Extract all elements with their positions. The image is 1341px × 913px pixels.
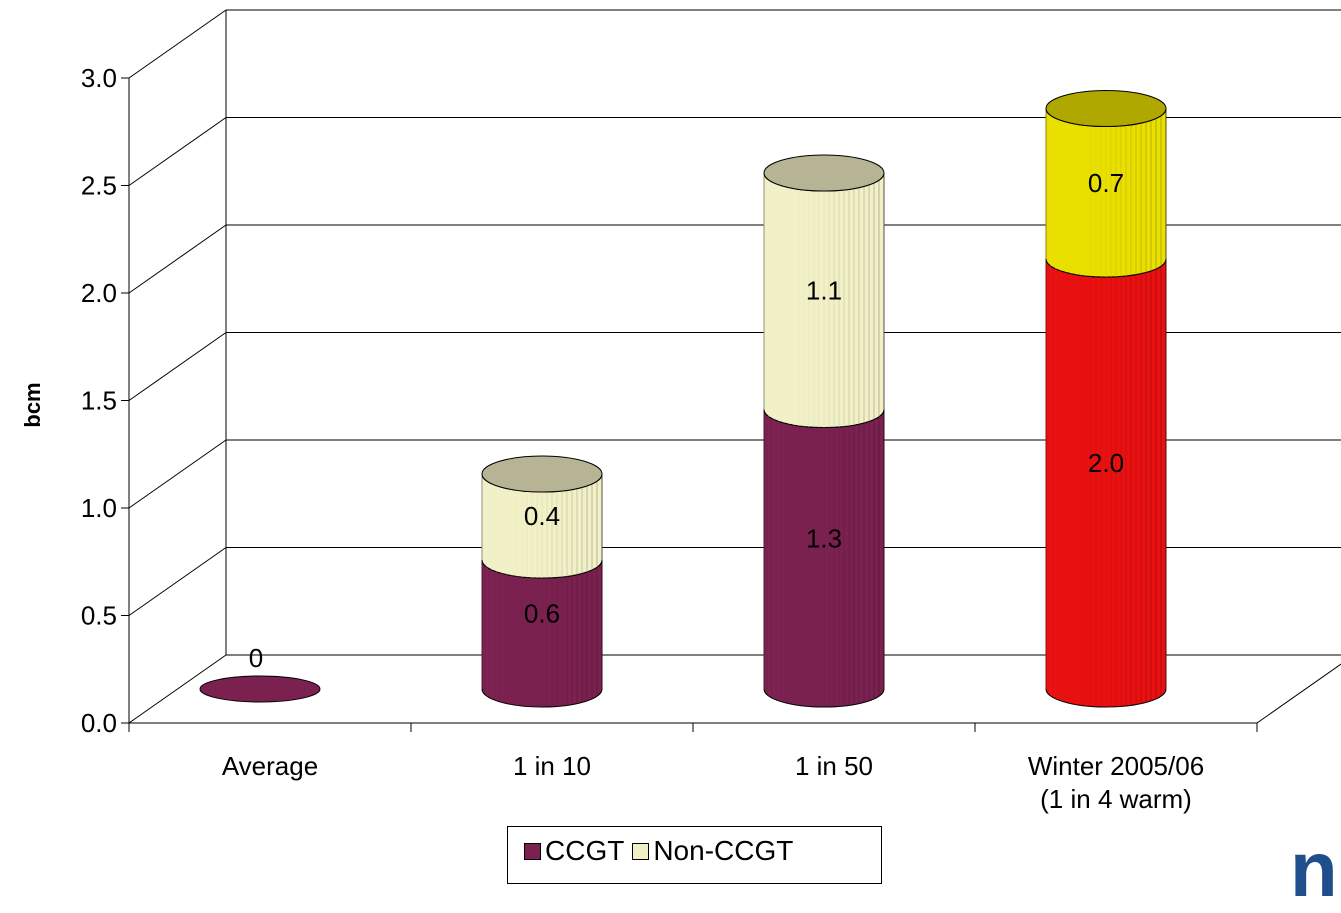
legend-swatch-ccgt [524, 842, 541, 860]
data-label-non-ccgt: 1.1 [806, 275, 842, 305]
gridline-diagonal [128, 224, 227, 294]
legend-label-non-ccgt: Non-CCGT [653, 835, 794, 866]
axes: 0.0 0.5 1.0 1.5 2.0 2.5 3.0 Average 1 in 10 1 in … [81, 63, 1258, 814]
gridline-diagonal [128, 117, 227, 186]
brand-logo: na [1290, 825, 1341, 913]
bar-non-ccgt [763, 172, 885, 428]
legend-item-ccgt: CCGT [524, 835, 624, 867]
x-tick-label: 1 in 10 [513, 751, 591, 781]
x-tick-label: 1 in 50 [795, 751, 873, 781]
data-label-ccgt: 1.3 [806, 523, 842, 553]
gridline-diagonal [128, 654, 227, 724]
y-axis-title: bcm [20, 382, 45, 427]
floor-right-edge [1256, 663, 1341, 724]
gridline-diagonal [128, 332, 227, 401]
gridline-diagonal [128, 9, 227, 79]
bar-ccgt [1045, 258, 1167, 708]
x-tick-label: Average [222, 751, 318, 781]
legend-label-ccgt: CCGT [545, 835, 625, 866]
y-tick-label: 2.5 [81, 171, 117, 201]
bar-non-ccgt-top [1045, 90, 1167, 127]
data-label-ccgt: 2.0 [1088, 448, 1124, 478]
bar-ccgt [481, 559, 603, 708]
y-tick-label: 0.0 [81, 708, 117, 738]
bar-non-ccgt-top [763, 154, 885, 192]
bar-ccgt [763, 409, 885, 708]
x-tick-label: Winter 2005/06 (1 in 4 warm) [1028, 751, 1204, 814]
y-tick-label: 1.0 [81, 493, 117, 523]
gridline-diagonal [128, 547, 227, 616]
legend-item-non-ccgt: Non-CCGT [632, 835, 793, 867]
bar-ccgt-empty [199, 675, 321, 703]
y-tick-label: 2.0 [81, 278, 117, 308]
y-tick-label: 1.5 [81, 386, 117, 416]
y-tick-label: 0.5 [81, 601, 117, 631]
data-labels: 0 0.6 0.4 1.3 1.1 2.0 0.7 [249, 168, 1124, 673]
chart-canvas: 0.0 0.5 1.0 1.5 2.0 2.5 3.0 Average 1 in 10 1 in … [20, 9, 1341, 814]
data-label-ccgt: 0.6 [524, 599, 560, 629]
bar-non-ccgt [481, 473, 603, 579]
y-tick-label: 3.0 [81, 63, 117, 93]
data-label-non-ccgt: 0.4 [524, 501, 560, 531]
bar-non-ccgt-top [481, 455, 603, 493]
gridline-diagonal [128, 439, 227, 509]
data-label-ccgt: 0 [249, 643, 263, 673]
bars [199, 90, 1167, 708]
data-label-non-ccgt: 0.7 [1088, 168, 1124, 198]
legend-swatch-non-ccgt [632, 842, 650, 860]
legend: CCGT Non-CCGT [507, 826, 882, 884]
bar-non-ccgt [1045, 108, 1167, 278]
